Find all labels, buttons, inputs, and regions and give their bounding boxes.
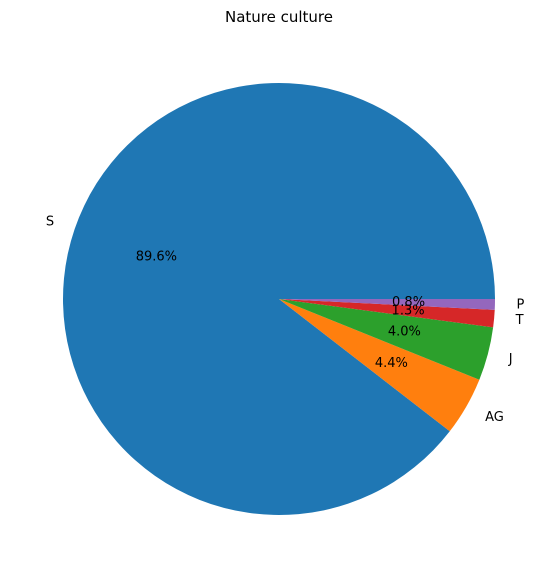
- chart-title: Nature culture: [225, 8, 333, 26]
- slice-percent-t: 1.3%: [392, 303, 425, 318]
- pie-slice-j: [279, 299, 494, 380]
- pie-slice-s: [63, 83, 496, 516]
- pie-slice-ag: [279, 299, 480, 432]
- pie-percent-labels: 89.6% 4.4% 4.0% 1.3%0.8%: [136, 250, 425, 371]
- pie-slice-t: [279, 299, 495, 328]
- slice-percent-j: 4.0%: [388, 324, 421, 339]
- slice-label-t: T: [515, 313, 524, 328]
- pie-labels: S AG J TP: [46, 215, 525, 425]
- slice-label-s: S: [46, 215, 54, 230]
- slice-percent-p: 0.8%: [392, 295, 425, 310]
- slice-percent-s: 89.6%: [136, 250, 177, 265]
- slice-percent-ag: 4.4%: [375, 356, 408, 371]
- pie-slices: [63, 83, 496, 516]
- slice-label-p: P: [517, 297, 525, 312]
- slice-label-ag: AG: [485, 410, 504, 425]
- pie-slice-p: [279, 299, 495, 310]
- slice-label-j: J: [508, 352, 513, 367]
